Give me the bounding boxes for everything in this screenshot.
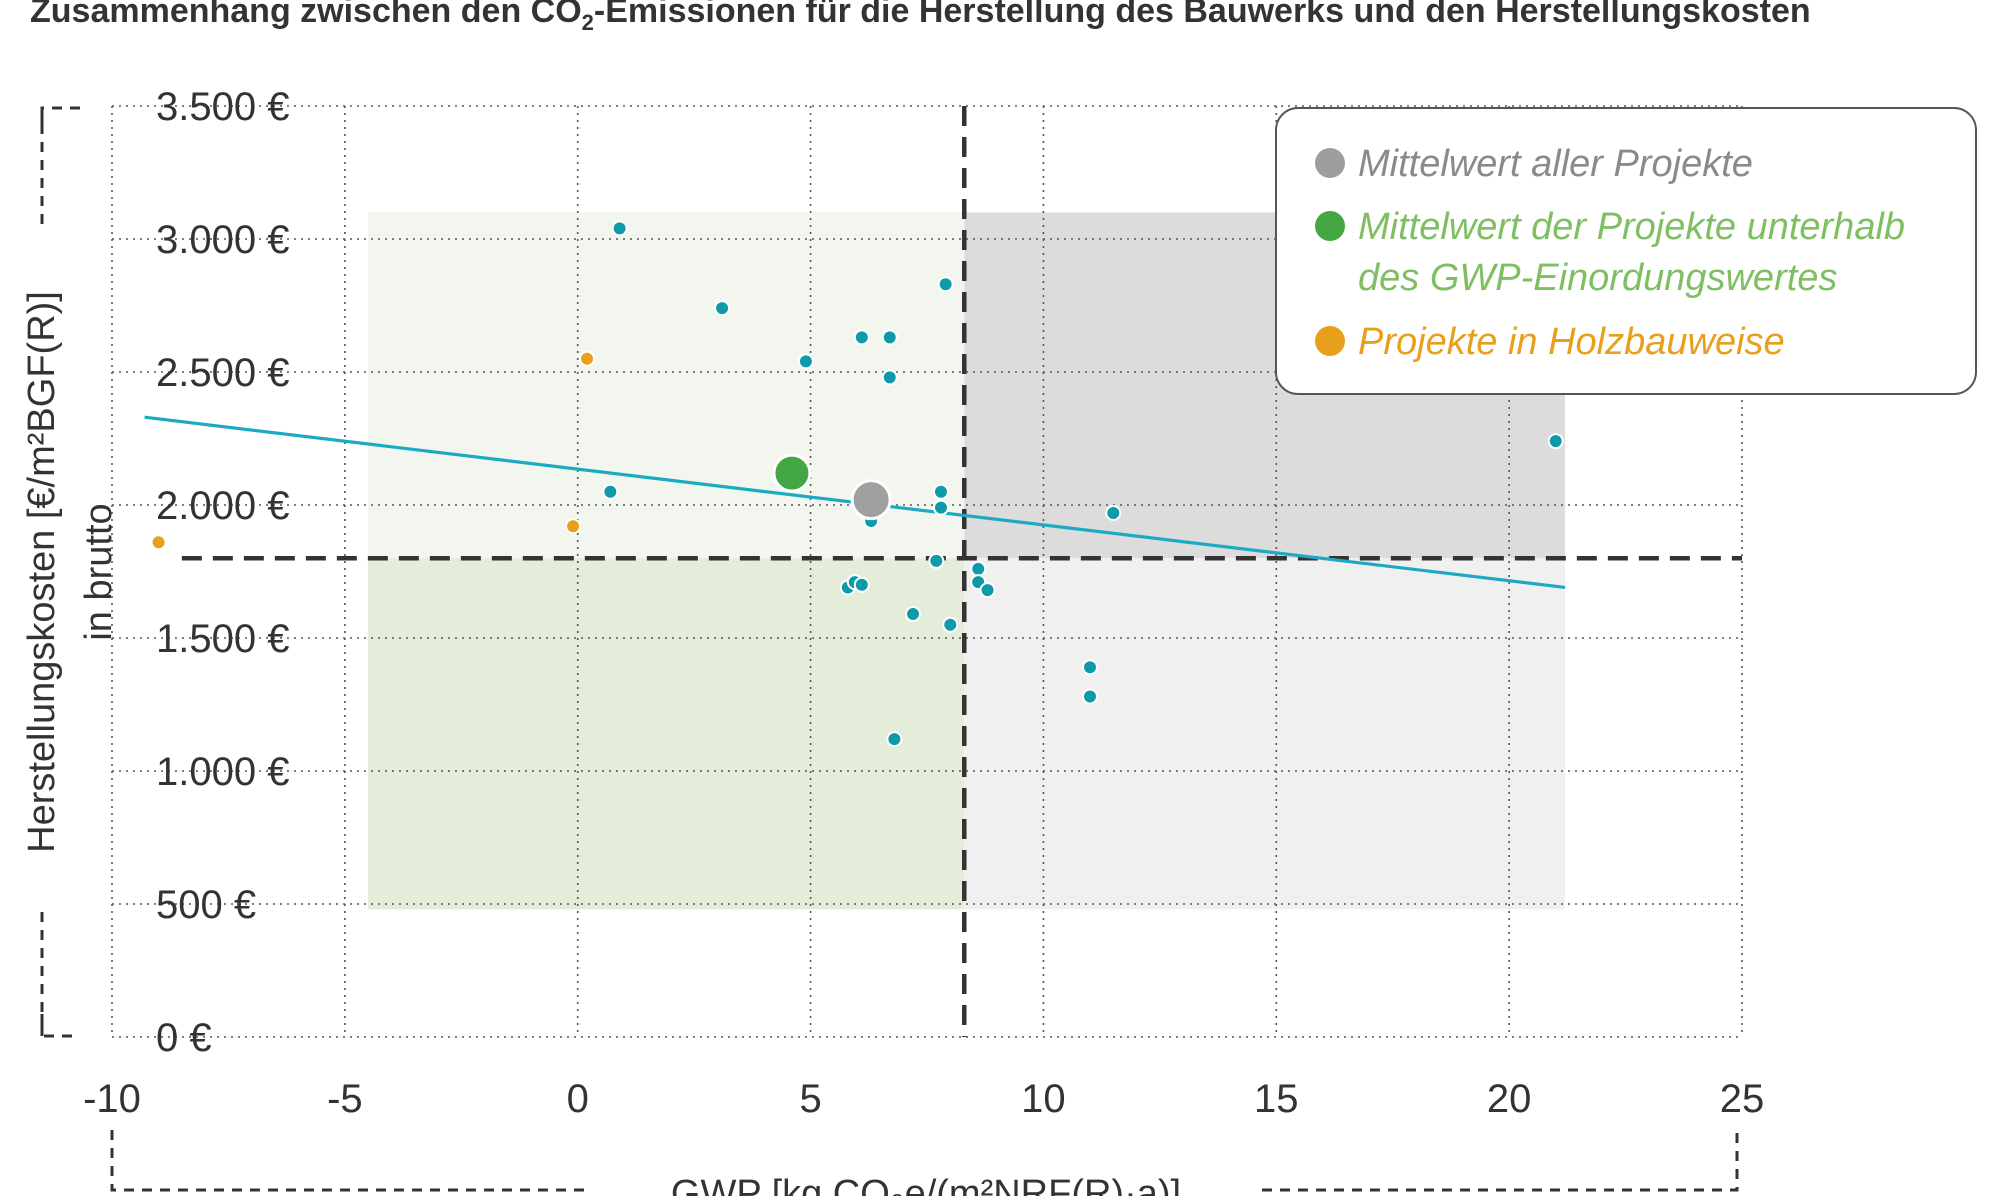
data-point bbox=[932, 499, 949, 516]
x-tick-label: 15 bbox=[1254, 1077, 1299, 1121]
data-point bbox=[1547, 433, 1564, 450]
wood-project-point bbox=[579, 350, 596, 367]
data-point bbox=[881, 329, 898, 346]
data-point bbox=[970, 560, 987, 577]
y-tick-label: 1.000 € bbox=[156, 750, 289, 794]
data-point bbox=[905, 606, 922, 623]
data-point bbox=[1105, 504, 1122, 521]
data-point bbox=[611, 220, 628, 237]
legend-label-mean-all: Mittelwert aller Projekte bbox=[1358, 143, 1753, 185]
y-tick-label: 0 € bbox=[156, 1016, 212, 1060]
chart-title-part-1: Zusammenhang zwischen den CO bbox=[30, 0, 582, 30]
chart-title-part-2: -Emissionen für die Herstellung des Bauw… bbox=[594, 0, 1811, 30]
data-point bbox=[942, 616, 959, 633]
y-tick-label: 3.000 € bbox=[156, 218, 289, 262]
x-tick-label: -5 bbox=[327, 1077, 363, 1121]
threshold-lines bbox=[181, 106, 1742, 1037]
legend-label-mean-below: Mittelwert der Projekte unterhalb bbox=[1358, 206, 1905, 248]
data-points bbox=[150, 220, 1564, 748]
legend-label-mean-below-line-2: des GWP-Einordungswertes bbox=[1358, 257, 1837, 299]
data-point bbox=[853, 329, 870, 346]
mean-all-projects-point bbox=[850, 479, 892, 521]
chart-title: Zusammenhang zwischen den CO2-Emissionen… bbox=[30, 0, 1811, 35]
legend-marker-wood bbox=[1315, 326, 1345, 356]
legend-marker-mean-below bbox=[1315, 211, 1345, 241]
legend-marker-mean-all bbox=[1315, 148, 1345, 178]
y-tick-label: 500 € bbox=[156, 883, 256, 927]
data-point bbox=[797, 353, 814, 370]
data-point bbox=[1082, 659, 1098, 676]
legend: Mittelwert aller Projekte Mittelwert der… bbox=[1275, 107, 1977, 395]
data-point bbox=[881, 369, 898, 386]
y-tick-label: 2.500 € bbox=[156, 351, 289, 395]
data-point bbox=[1082, 688, 1098, 705]
y-tick-label: 2.000 € bbox=[156, 484, 289, 528]
legend-label-wood: Projekte in Holzbauweise bbox=[1358, 321, 1785, 363]
data-point bbox=[928, 552, 945, 569]
y-tick-label: 1.500 € bbox=[156, 617, 289, 661]
data-point bbox=[714, 300, 731, 317]
x-tick-label: 20 bbox=[1487, 1077, 1532, 1121]
y-tick-label: 3.500 € bbox=[156, 85, 289, 129]
x-axis-bracket bbox=[110, 1130, 1739, 1192]
wood-project-point bbox=[565, 518, 582, 535]
data-point bbox=[979, 582, 996, 599]
chart-title-subscript: 2 bbox=[582, 10, 594, 35]
x-tick-label: -10 bbox=[83, 1077, 141, 1121]
x-tick-label: 10 bbox=[1021, 1077, 1066, 1121]
x-axis-label: GWP [kg CO₂e/(m²NRF(R)·a)] bbox=[671, 1173, 1181, 1196]
data-point bbox=[602, 483, 619, 500]
y-axis-label: Herstellungskosten [€/m²BGF(R)] bbox=[21, 291, 63, 853]
x-tick-labels: -10 -5 0 5 10 15 20 25 bbox=[83, 1077, 1764, 1121]
mean-below-threshold-point bbox=[772, 453, 812, 493]
y-tick-labels: 0 € 500 € 1.000 € 1.500 € 2.000 € 2.500 € 3.00… bbox=[156, 85, 289, 1060]
data-point bbox=[886, 731, 903, 748]
region-3 bbox=[964, 558, 1566, 910]
x-tick-label: 0 bbox=[567, 1077, 589, 1121]
legend-box bbox=[1275, 107, 1977, 395]
data-point bbox=[932, 483, 949, 500]
x-tick-label: 5 bbox=[799, 1077, 821, 1121]
data-point bbox=[937, 276, 954, 293]
wood-project-point bbox=[150, 534, 167, 551]
x-tick-label: 25 bbox=[1720, 1077, 1765, 1121]
data-point bbox=[853, 576, 870, 593]
y-axis-label-line-2: in brutto bbox=[78, 503, 120, 640]
region-0 bbox=[368, 558, 965, 910]
